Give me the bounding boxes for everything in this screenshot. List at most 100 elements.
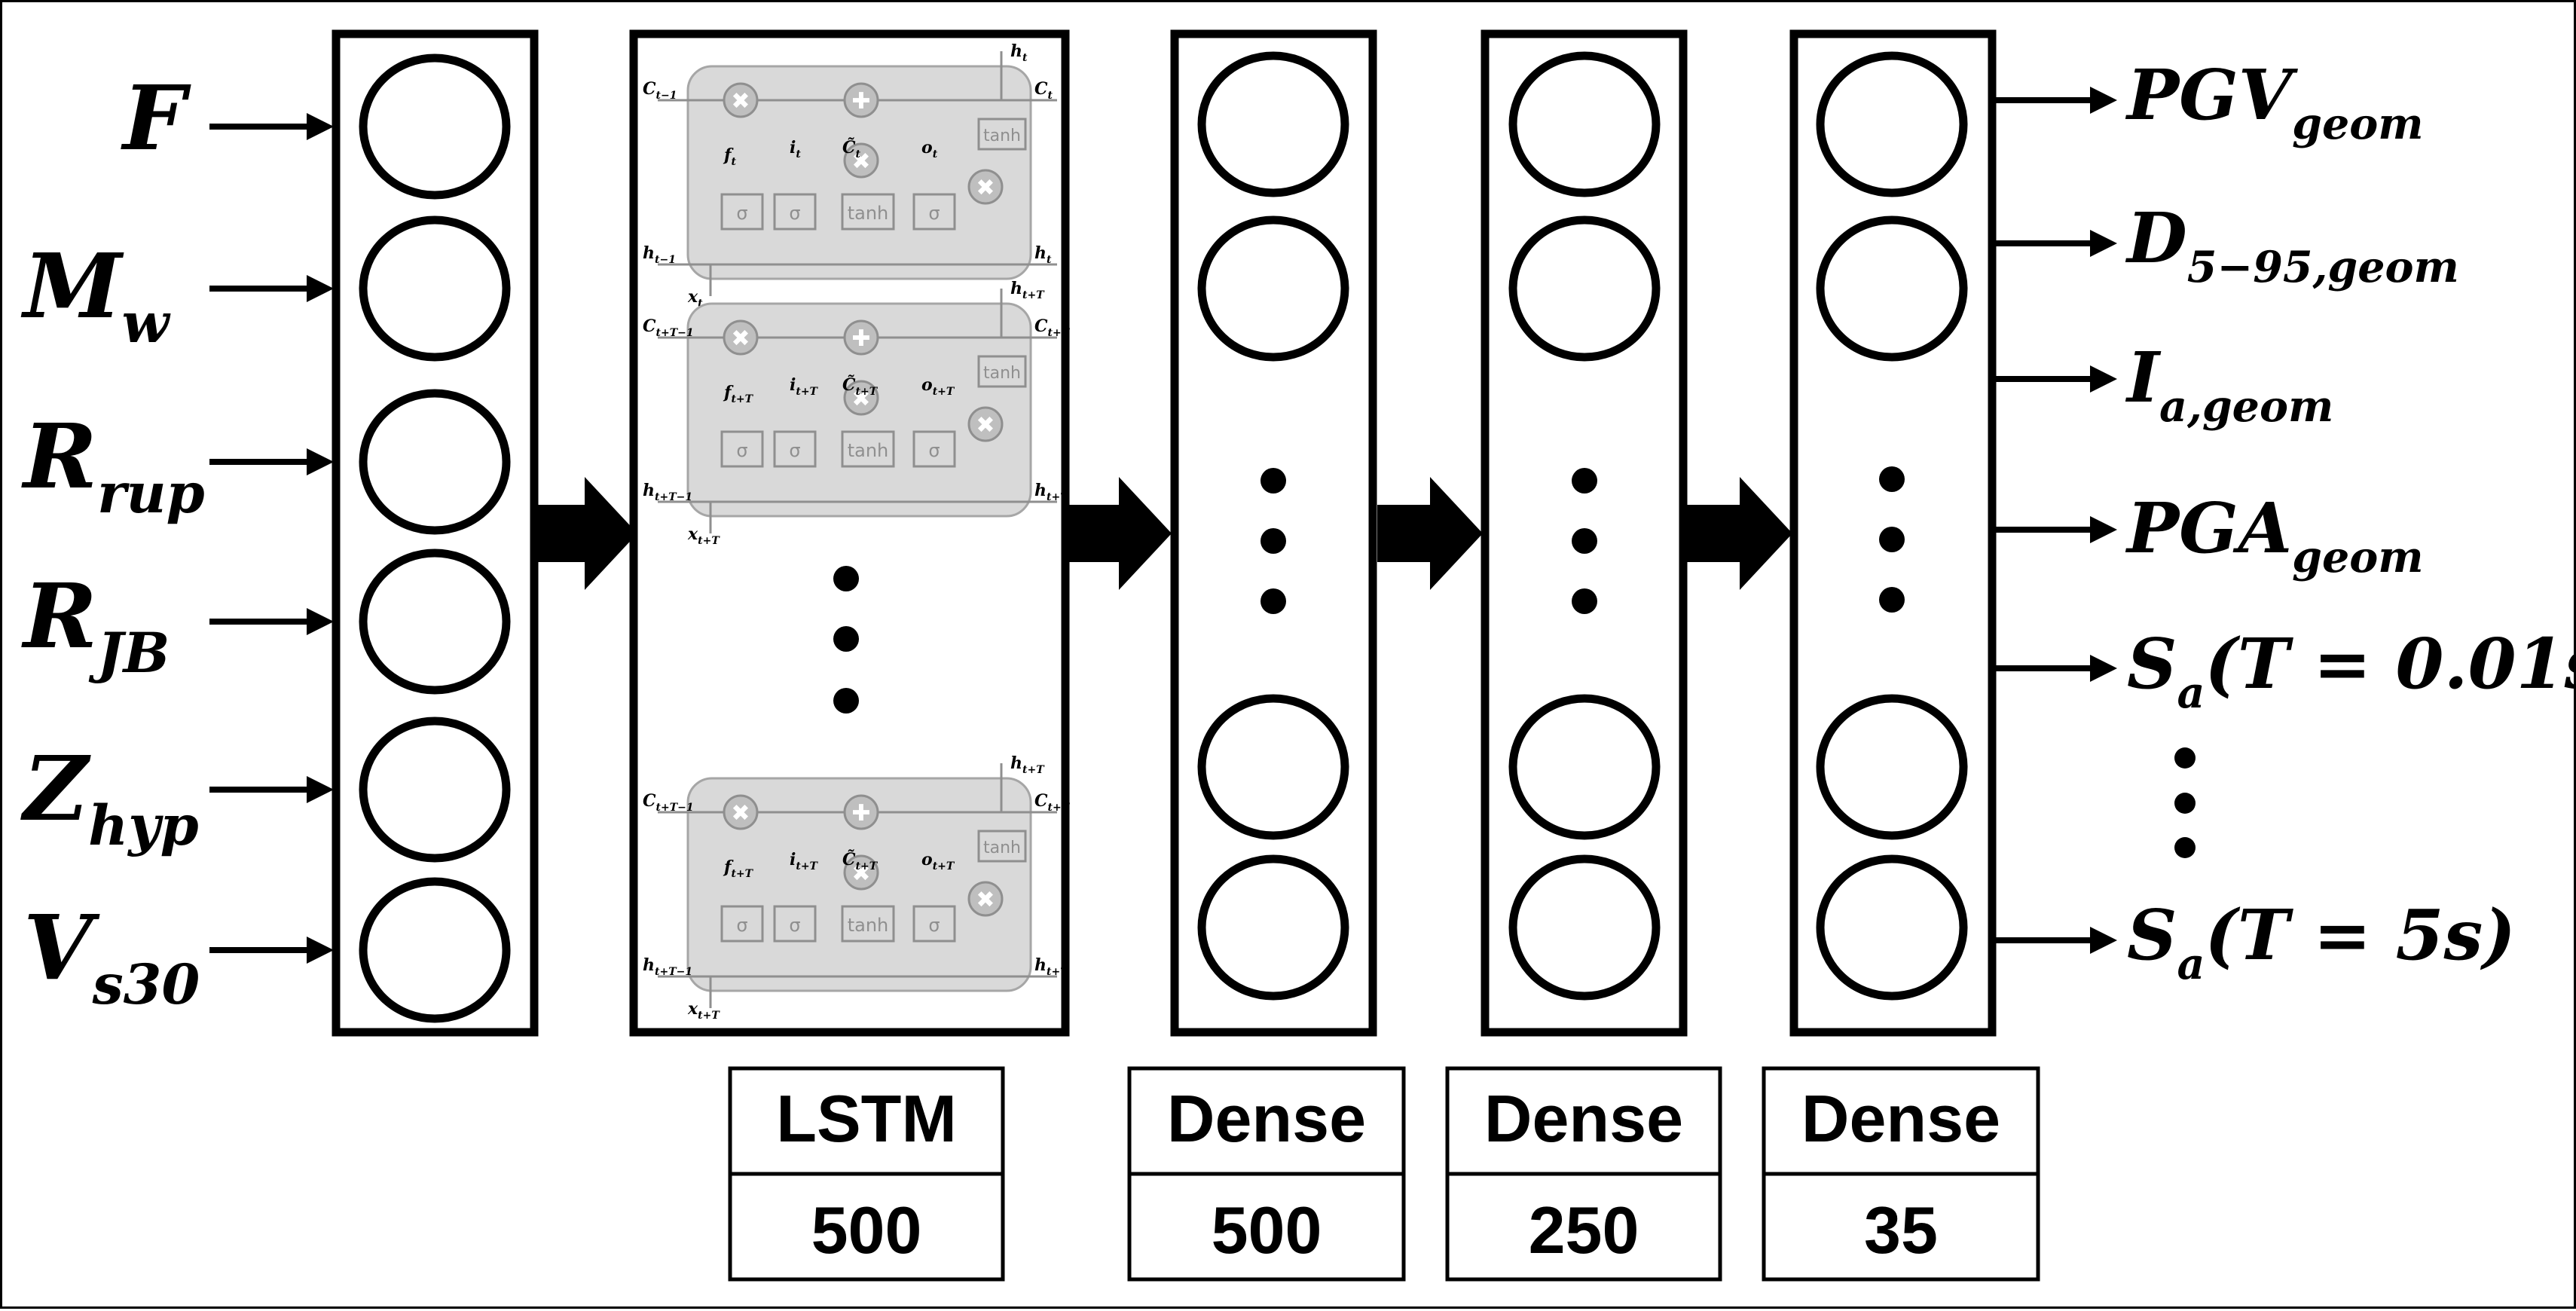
dense-500-node-1: [1197, 51, 1349, 197]
output-arrow-1: [1992, 87, 2117, 114]
dense-35-node-3: [1816, 694, 1968, 840]
input-arrow-5-head: [307, 776, 334, 803]
input-arrow-5: [209, 776, 334, 803]
operator-node: [967, 406, 1004, 442]
operator-symbol: ✚: [851, 325, 870, 352]
gate-label: σ: [928, 203, 940, 224]
output-gate-label: ot+T: [921, 850, 955, 872]
operator-node: [843, 854, 879, 891]
operator-symbol: ✖: [851, 860, 870, 887]
gate-box: [720, 905, 764, 943]
dense-35-ellipsis-dot: [1879, 527, 1905, 552]
layer-label-1: LSTM 500: [728, 1066, 1005, 1282]
layer-units-label: 500: [811, 1193, 922, 1267]
output-arrow-1-head: [2090, 87, 2117, 114]
output-label-5: Sa(T = 0.01s): [2127, 623, 2576, 718]
output-ellipsis-dot: [2174, 837, 2196, 858]
h-top-label: ht+T: [1010, 279, 1045, 301]
output-label-6: Sa(T = 5s): [2127, 894, 2516, 989]
gate-box: [773, 905, 817, 943]
c-in-label: Ct+T−1: [643, 316, 694, 339]
output-arrow-2: [1992, 230, 2117, 257]
gate-box: [841, 193, 895, 231]
input-gate-label: it: [790, 138, 801, 160]
gate-label: tanh: [848, 915, 889, 936]
dense-35-column: [1789, 29, 1997, 1037]
input-arrow-3: [209, 448, 334, 475]
flow-arrow-3: [1377, 477, 1483, 590]
forget-gate-label: ft: [723, 145, 736, 168]
lstm-cell-2: σ σ tanh σ tanh ✖ ✚ ✖ ✖ Ct+T−1 Ct+T ht+T−1 ht+T ht+T x…: [643, 279, 1071, 547]
output-gate-label: ot+T: [921, 375, 955, 398]
operator-node: [967, 169, 1004, 205]
tanh-out-box: [977, 355, 1027, 388]
output-label-3: Ia,geom: [2125, 337, 2333, 432]
dense-35-node-2: [1816, 215, 1968, 362]
c-out-label: Ct+T: [1034, 316, 1071, 339]
dense-250-node-3: [1508, 694, 1661, 840]
h-in-label: ht+T−1: [643, 481, 692, 503]
tanh-out-box: [977, 830, 1027, 863]
layer-units-box: [1127, 1172, 1406, 1282]
operator-node: [843, 794, 879, 830]
gate-label: tanh: [848, 203, 889, 224]
x-label: xt+T: [687, 524, 720, 547]
dense-500-ellipsis-dot: [1260, 588, 1286, 614]
h-out-label: ht+T: [1034, 481, 1069, 503]
lstm-layer-column: [629, 29, 1070, 1037]
lstm-ellipsis: [833, 566, 859, 714]
candidate-label: C̃t+T: [842, 850, 879, 872]
c-out-label: Ct+T: [1034, 791, 1071, 814]
input-label-4: RJB: [21, 564, 170, 686]
output-arrow-5-head: [2090, 655, 2117, 682]
input-node-5: [359, 717, 511, 863]
layer-units-box: [1445, 1172, 1722, 1282]
operator-node: [723, 82, 759, 118]
dense-35-node-1: [1816, 51, 1968, 197]
dense-250-ellipsis-dot: [1572, 468, 1597, 494]
dense-250-node-4: [1508, 854, 1661, 1001]
dense-35-node-4: [1816, 854, 1968, 1001]
h-out-label: ht: [1034, 243, 1052, 266]
layer-units-box: [1762, 1172, 2040, 1282]
gate-box: [912, 193, 956, 231]
dense-35-ellipsis-dot: [1879, 466, 1905, 492]
gate-box: [773, 193, 817, 231]
input-arrow-2: [209, 275, 334, 302]
dense-500-column: [1170, 29, 1377, 1037]
output-arrow-4: [1992, 516, 2117, 543]
h-in-label: ht+T−1: [643, 955, 692, 978]
dense-500-ellipsis-dot: [1260, 528, 1286, 554]
layer-type-label: Dense: [1801, 1081, 2000, 1156]
output-arrow-6-head: [2090, 927, 2117, 954]
layer-units-label: 500: [1212, 1193, 1322, 1267]
input-gate-label: it+T: [790, 375, 819, 398]
input-label-1: F: [121, 66, 191, 170]
gate-label: tanh: [848, 440, 889, 461]
c-in-label: Ct+T−1: [643, 791, 694, 814]
input-label-6: Vs30: [23, 895, 200, 1017]
input-node-4: [359, 549, 511, 695]
operator-symbol: ✖: [731, 800, 750, 827]
input-node-3: [359, 389, 511, 535]
input-arrow-4: [209, 608, 334, 635]
layer-type-label: LSTM: [776, 1081, 957, 1156]
h-in-label: ht−1: [643, 243, 676, 266]
x-label: xt+T: [687, 999, 720, 1022]
dense-250-ellipsis-dot: [1572, 588, 1597, 614]
output-gate-label: ot: [921, 138, 938, 160]
dense-250-node-2: [1508, 215, 1661, 362]
layer-type-label: Dense: [1167, 1081, 1366, 1156]
output-arrow-3-head: [2090, 365, 2117, 393]
h-top-label: ht: [1010, 41, 1028, 64]
tanh-out-label: tanh: [983, 839, 1021, 857]
gate-label: σ: [736, 915, 747, 936]
gate-label: σ: [789, 203, 800, 224]
operator-node: [843, 319, 879, 356]
input-label-2: Mw: [20, 234, 171, 356]
input-node-1: [359, 53, 511, 200]
gate-box: [912, 430, 956, 468]
input-label-5: Zhyp: [20, 736, 199, 858]
input-arrow-1-head: [307, 113, 334, 140]
